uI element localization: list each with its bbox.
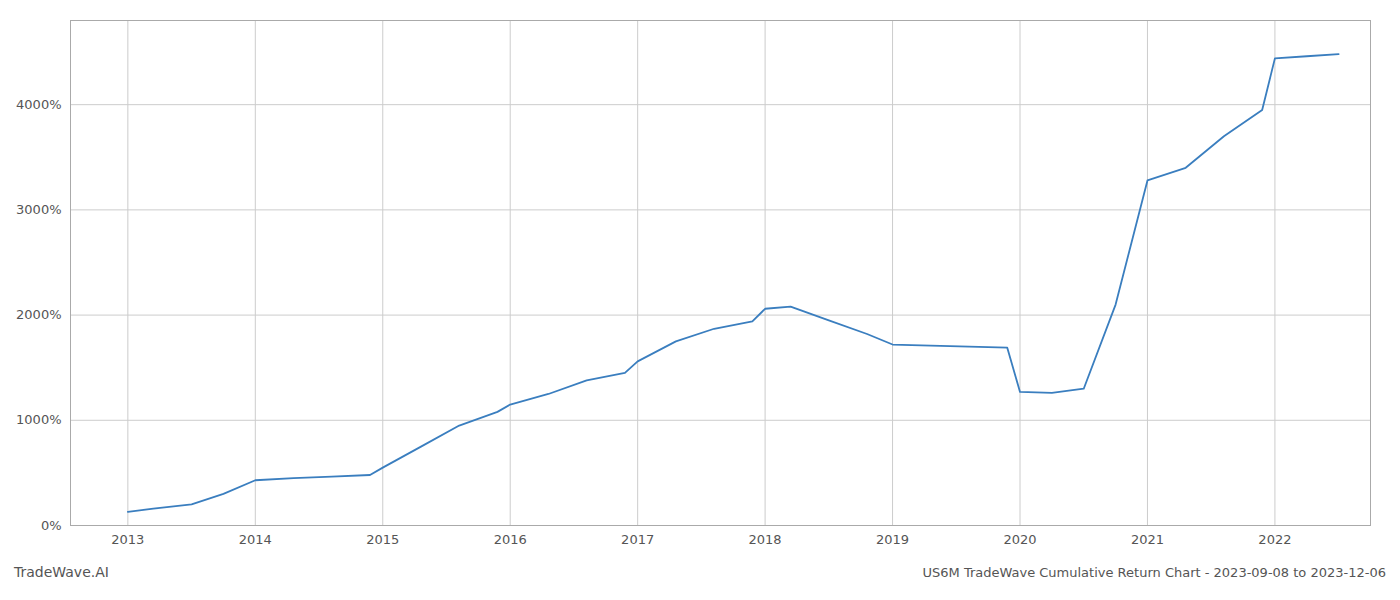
svg-text:2017: 2017 xyxy=(621,532,654,547)
svg-text:0%: 0% xyxy=(41,518,62,533)
svg-text:2000%: 2000% xyxy=(16,307,61,322)
svg-text:1000%: 1000% xyxy=(16,412,61,427)
svg-text:2021: 2021 xyxy=(1131,532,1164,547)
svg-text:2019: 2019 xyxy=(876,532,909,547)
svg-text:2014: 2014 xyxy=(239,532,272,547)
svg-text:3000%: 3000% xyxy=(16,202,61,217)
svg-text:2016: 2016 xyxy=(494,532,527,547)
svg-text:2015: 2015 xyxy=(366,532,399,547)
svg-text:2018: 2018 xyxy=(749,532,782,547)
svg-text:2020: 2020 xyxy=(1003,532,1036,547)
svg-text:4000%: 4000% xyxy=(16,97,61,112)
svg-text:2022: 2022 xyxy=(1258,532,1291,547)
html-text:US6M TradeWave Cumulative Retu: US6M TradeWave Cumulative Return Chart -… xyxy=(922,565,1386,580)
html-text:TradeWave.AI: TradeWave.AI xyxy=(14,564,109,580)
svg-text:2013: 2013 xyxy=(111,532,144,547)
